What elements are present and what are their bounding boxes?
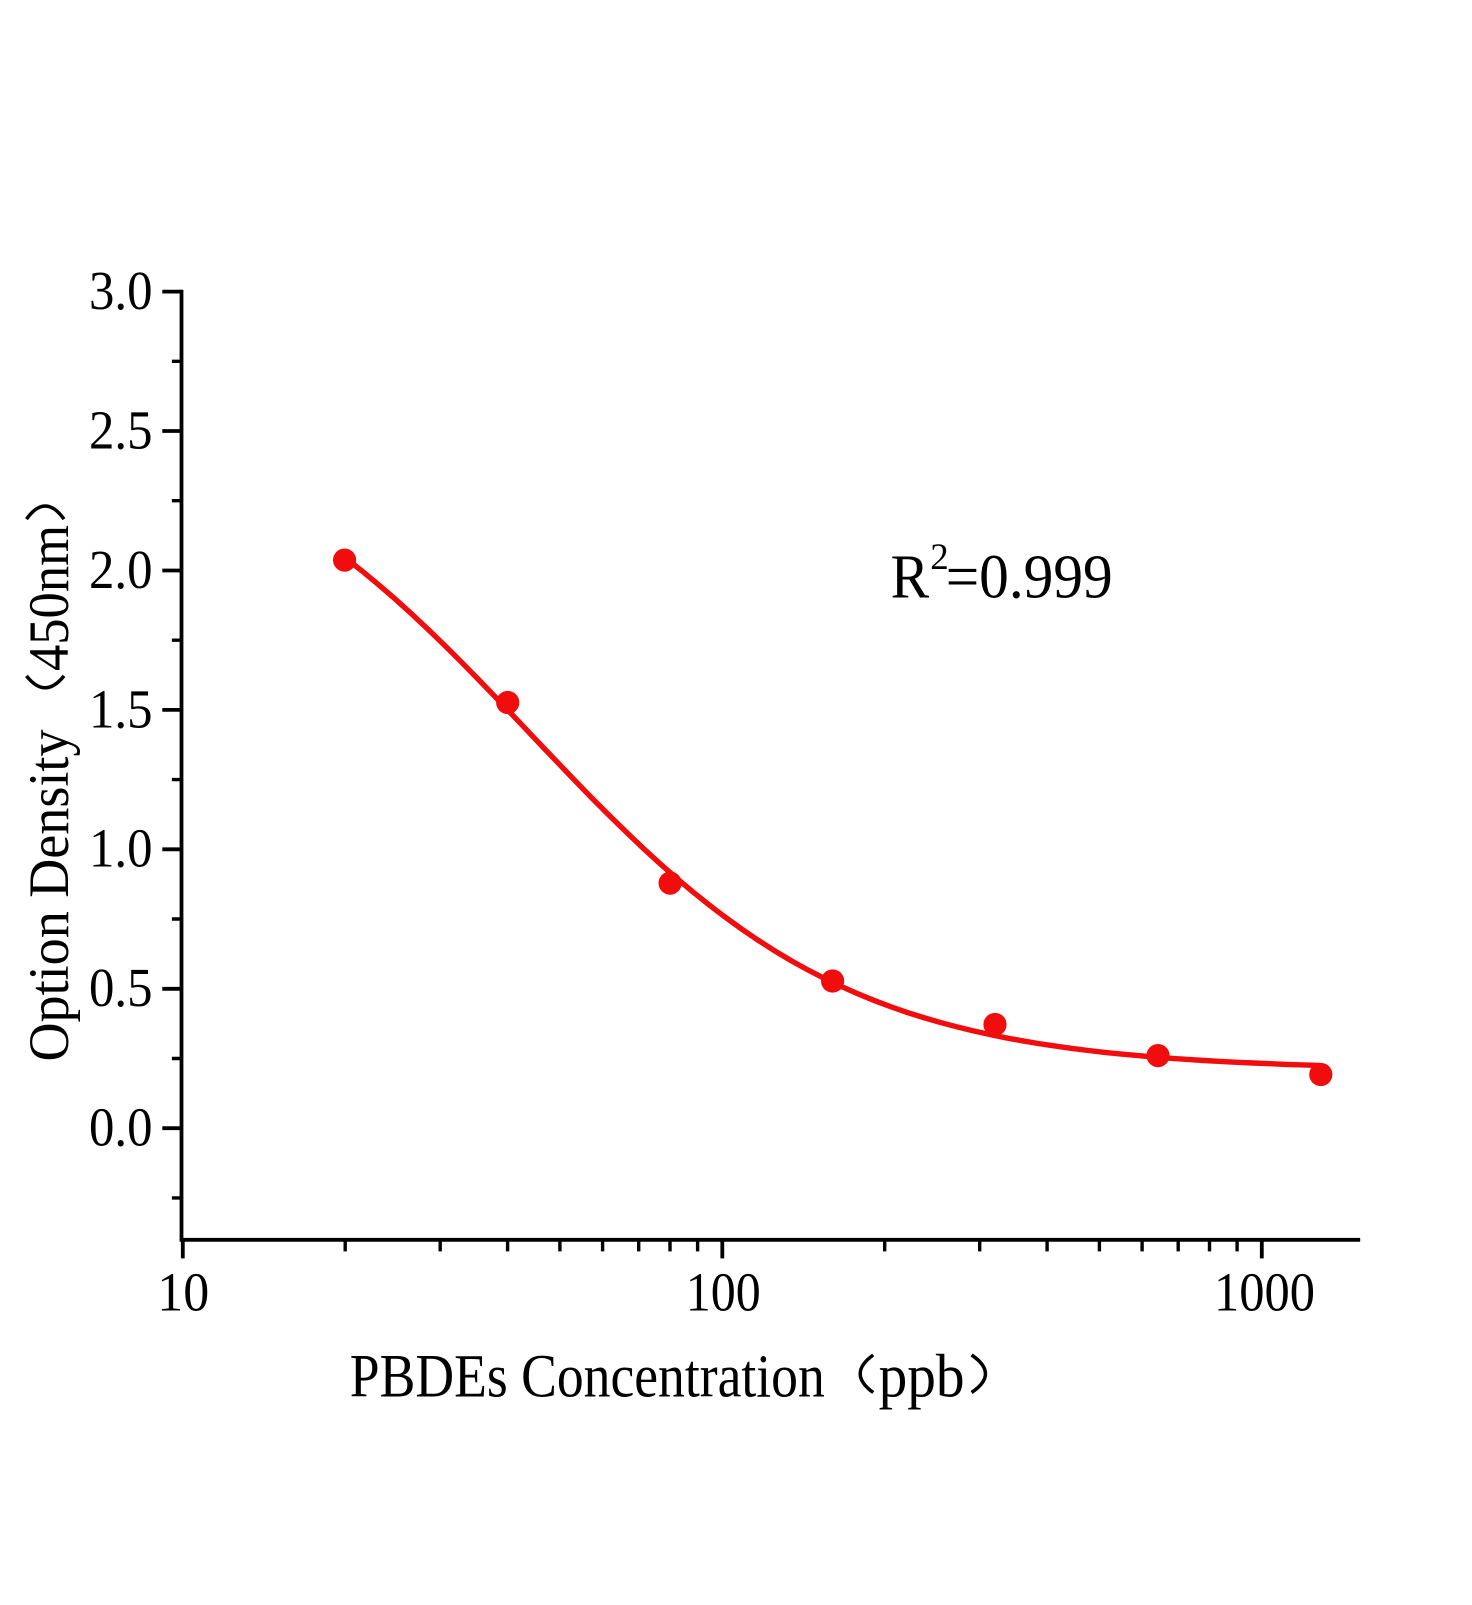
svg-text:0.5: 0.5 — [89, 957, 153, 1018]
svg-text:2.5: 2.5 — [89, 399, 153, 460]
svg-text:R: R — [891, 544, 930, 612]
svg-text:ppb: ppb — [879, 1344, 965, 1411]
svg-text:2: 2 — [930, 537, 949, 578]
svg-text:1000: 1000 — [1214, 1262, 1315, 1323]
svg-text:450nm: 450nm — [18, 525, 81, 671]
svg-text:2.0: 2.0 — [89, 539, 153, 600]
svg-text:3.0: 3.0 — [89, 260, 153, 321]
svg-text:=0.999: =0.999 — [946, 544, 1113, 612]
svg-text:Option Density: Option Density — [18, 729, 81, 1061]
svg-text:0.0: 0.0 — [89, 1097, 153, 1158]
svg-text:1.5: 1.5 — [89, 678, 153, 739]
svg-text:100: 100 — [686, 1262, 761, 1323]
svg-text:PBDEs Concentration: PBDEs Concentration — [350, 1344, 825, 1411]
svg-text:1.0: 1.0 — [89, 818, 153, 879]
svg-text:10: 10 — [157, 1262, 209, 1323]
